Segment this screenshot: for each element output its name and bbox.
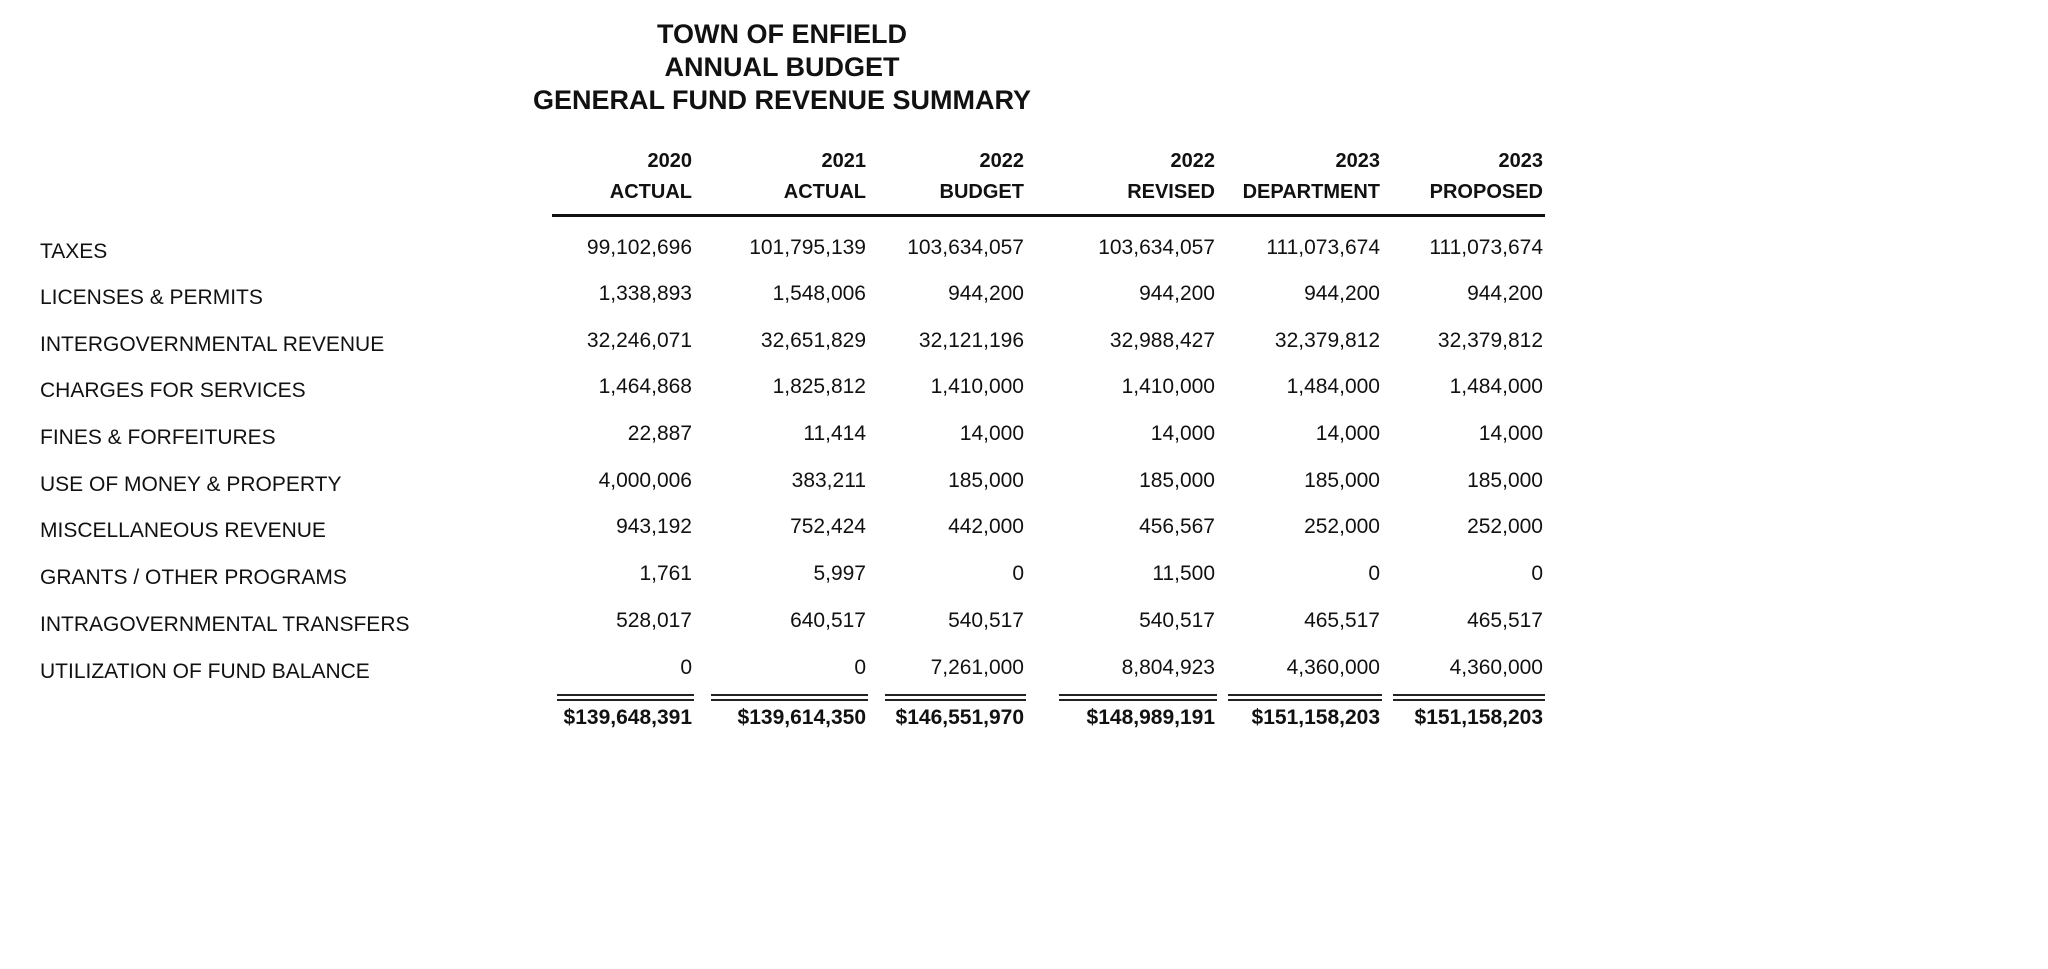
- total-cell: $139,648,391: [563, 706, 692, 729]
- table-cell: 4,000,006: [598, 469, 692, 492]
- column-header-label: ACTUAL: [609, 181, 692, 203]
- double-underline: [885, 694, 1026, 701]
- double-underline: [557, 694, 694, 701]
- table-cell: 22,887: [627, 422, 692, 445]
- row-label: INTERGOVERNMENTAL REVENUE: [40, 333, 385, 356]
- table-cell: 1,761: [639, 562, 692, 585]
- table-cell: 944,200: [948, 282, 1024, 305]
- table-cell: 11,414: [803, 422, 866, 445]
- table-cell: 1,484,000: [1286, 375, 1380, 398]
- column-header-year: 2021: [821, 150, 867, 172]
- table-cell: 4,360,000: [1449, 656, 1543, 679]
- column-header-label: PROPOSED: [1429, 181, 1543, 203]
- column-header-label: ACTUAL: [783, 181, 866, 203]
- table-cell: 11,500: [1152, 562, 1215, 585]
- table-cell: 1,410,000: [930, 375, 1024, 398]
- table-cell: 0: [680, 656, 692, 679]
- table-cell: 0: [1531, 562, 1543, 585]
- table-cell: 640,517: [790, 609, 866, 632]
- table-cell: 943,192: [616, 515, 692, 538]
- double-underline: [1228, 694, 1382, 701]
- table-cell: 944,200: [1304, 282, 1380, 305]
- table-cell: 1,410,000: [1121, 375, 1215, 398]
- table-cell: 185,000: [1304, 469, 1380, 492]
- table-cell: 944,200: [1467, 282, 1543, 305]
- table-cell: 540,517: [1139, 609, 1215, 632]
- table-cell: 14,000: [1315, 422, 1380, 445]
- table-cell: 0: [854, 656, 866, 679]
- table-cell: 185,000: [1467, 469, 1543, 492]
- column-header-label: BUDGET: [939, 181, 1024, 203]
- table-cell: 111,073,674: [1429, 236, 1543, 259]
- column-header-year: 2020: [647, 150, 693, 172]
- column-header-year: 2023: [1498, 150, 1544, 172]
- row-label: USE OF MONEY & PROPERTY: [40, 473, 342, 496]
- table-cell: 1,464,868: [598, 375, 692, 398]
- table-cell: 32,121,196: [918, 329, 1024, 352]
- table-cell: 383,211: [791, 469, 866, 492]
- total-cell: $151,158,203: [1414, 706, 1543, 729]
- table-cell: 14,000: [1150, 422, 1215, 445]
- row-label: MISCELLANEOUS REVENUE: [40, 519, 326, 542]
- table-cell: 944,200: [1139, 282, 1215, 305]
- table-cell: 103,634,057: [1098, 236, 1215, 259]
- total-cell: $139,614,350: [737, 706, 866, 729]
- title-line-budget: ANNUAL BUDGET: [664, 52, 900, 82]
- table-cell: 752,424: [790, 515, 866, 538]
- total-cell: $148,989,191: [1086, 706, 1215, 729]
- row-label: CHARGES FOR SERVICES: [40, 379, 306, 402]
- table-cell: 103,634,057: [907, 236, 1024, 259]
- table-cell: 528,017: [616, 609, 692, 632]
- table-cell: 0: [1012, 562, 1024, 585]
- table-cell: 32,988,427: [1109, 329, 1215, 352]
- table-cell: 7,261,000: [930, 656, 1024, 679]
- table-cell: 465,517: [1304, 609, 1380, 632]
- total-cell: $151,158,203: [1251, 706, 1380, 729]
- column-header-year: 2022: [979, 150, 1025, 172]
- table-cell: 99,102,696: [586, 236, 692, 259]
- table-cell: 540,517: [948, 609, 1024, 632]
- table-cell: 32,379,812: [1437, 329, 1543, 352]
- table-cell: 442,000: [948, 515, 1024, 538]
- title-line-summary: GENERAL FUND REVENUE SUMMARY: [532, 85, 1032, 115]
- column-header-label: REVISED: [1127, 181, 1215, 203]
- table-cell: 111,073,674: [1266, 236, 1380, 259]
- table-cell: 14,000: [1478, 422, 1543, 445]
- table-cell: 8,804,923: [1121, 656, 1215, 679]
- row-label: GRANTS / OTHER PROGRAMS: [40, 566, 347, 589]
- table-cell: 185,000: [1139, 469, 1215, 492]
- row-label: INTRAGOVERNMENTAL TRANSFERS: [40, 613, 410, 636]
- table-cell: 32,651,829: [760, 329, 866, 352]
- row-label: UTILIZATION OF FUND BALANCE: [40, 660, 370, 683]
- total-cell: $146,551,970: [895, 706, 1024, 729]
- double-underline: [1393, 694, 1545, 701]
- table-cell: 465,517: [1467, 609, 1543, 632]
- row-label: LICENSES & PERMITS: [40, 286, 263, 309]
- table-cell: 0: [1368, 562, 1380, 585]
- title-line-town: TOWN OF ENFIELD: [657, 19, 907, 49]
- table-cell: 1,484,000: [1449, 375, 1543, 398]
- table-cell: 101,795,139: [749, 236, 866, 259]
- column-header-label: DEPARTMENT: [1242, 181, 1380, 203]
- table-cell: 185,000: [948, 469, 1024, 492]
- table-cell: 1,825,812: [772, 375, 866, 398]
- column-header-year: 2022: [1170, 150, 1216, 172]
- table-cell: 1,548,006: [772, 282, 866, 305]
- table-cell: 252,000: [1467, 515, 1543, 538]
- row-label: TAXES: [40, 240, 108, 263]
- column-header-year: 2023: [1335, 150, 1381, 172]
- table-cell: 32,379,812: [1274, 329, 1380, 352]
- table-cell: 5,997: [813, 562, 866, 585]
- table-cell: 1,338,893: [598, 282, 692, 305]
- table-cell: 252,000: [1304, 515, 1380, 538]
- header-rule: [552, 214, 1545, 217]
- table-cell: 32,246,071: [586, 329, 692, 352]
- table-cell: 4,360,000: [1286, 656, 1380, 679]
- row-label: FINES & FORFEITURES: [40, 426, 276, 449]
- double-underline: [1059, 694, 1217, 701]
- double-underline: [711, 694, 868, 701]
- table-cell: 14,000: [959, 422, 1024, 445]
- table-cell: 456,567: [1139, 515, 1215, 538]
